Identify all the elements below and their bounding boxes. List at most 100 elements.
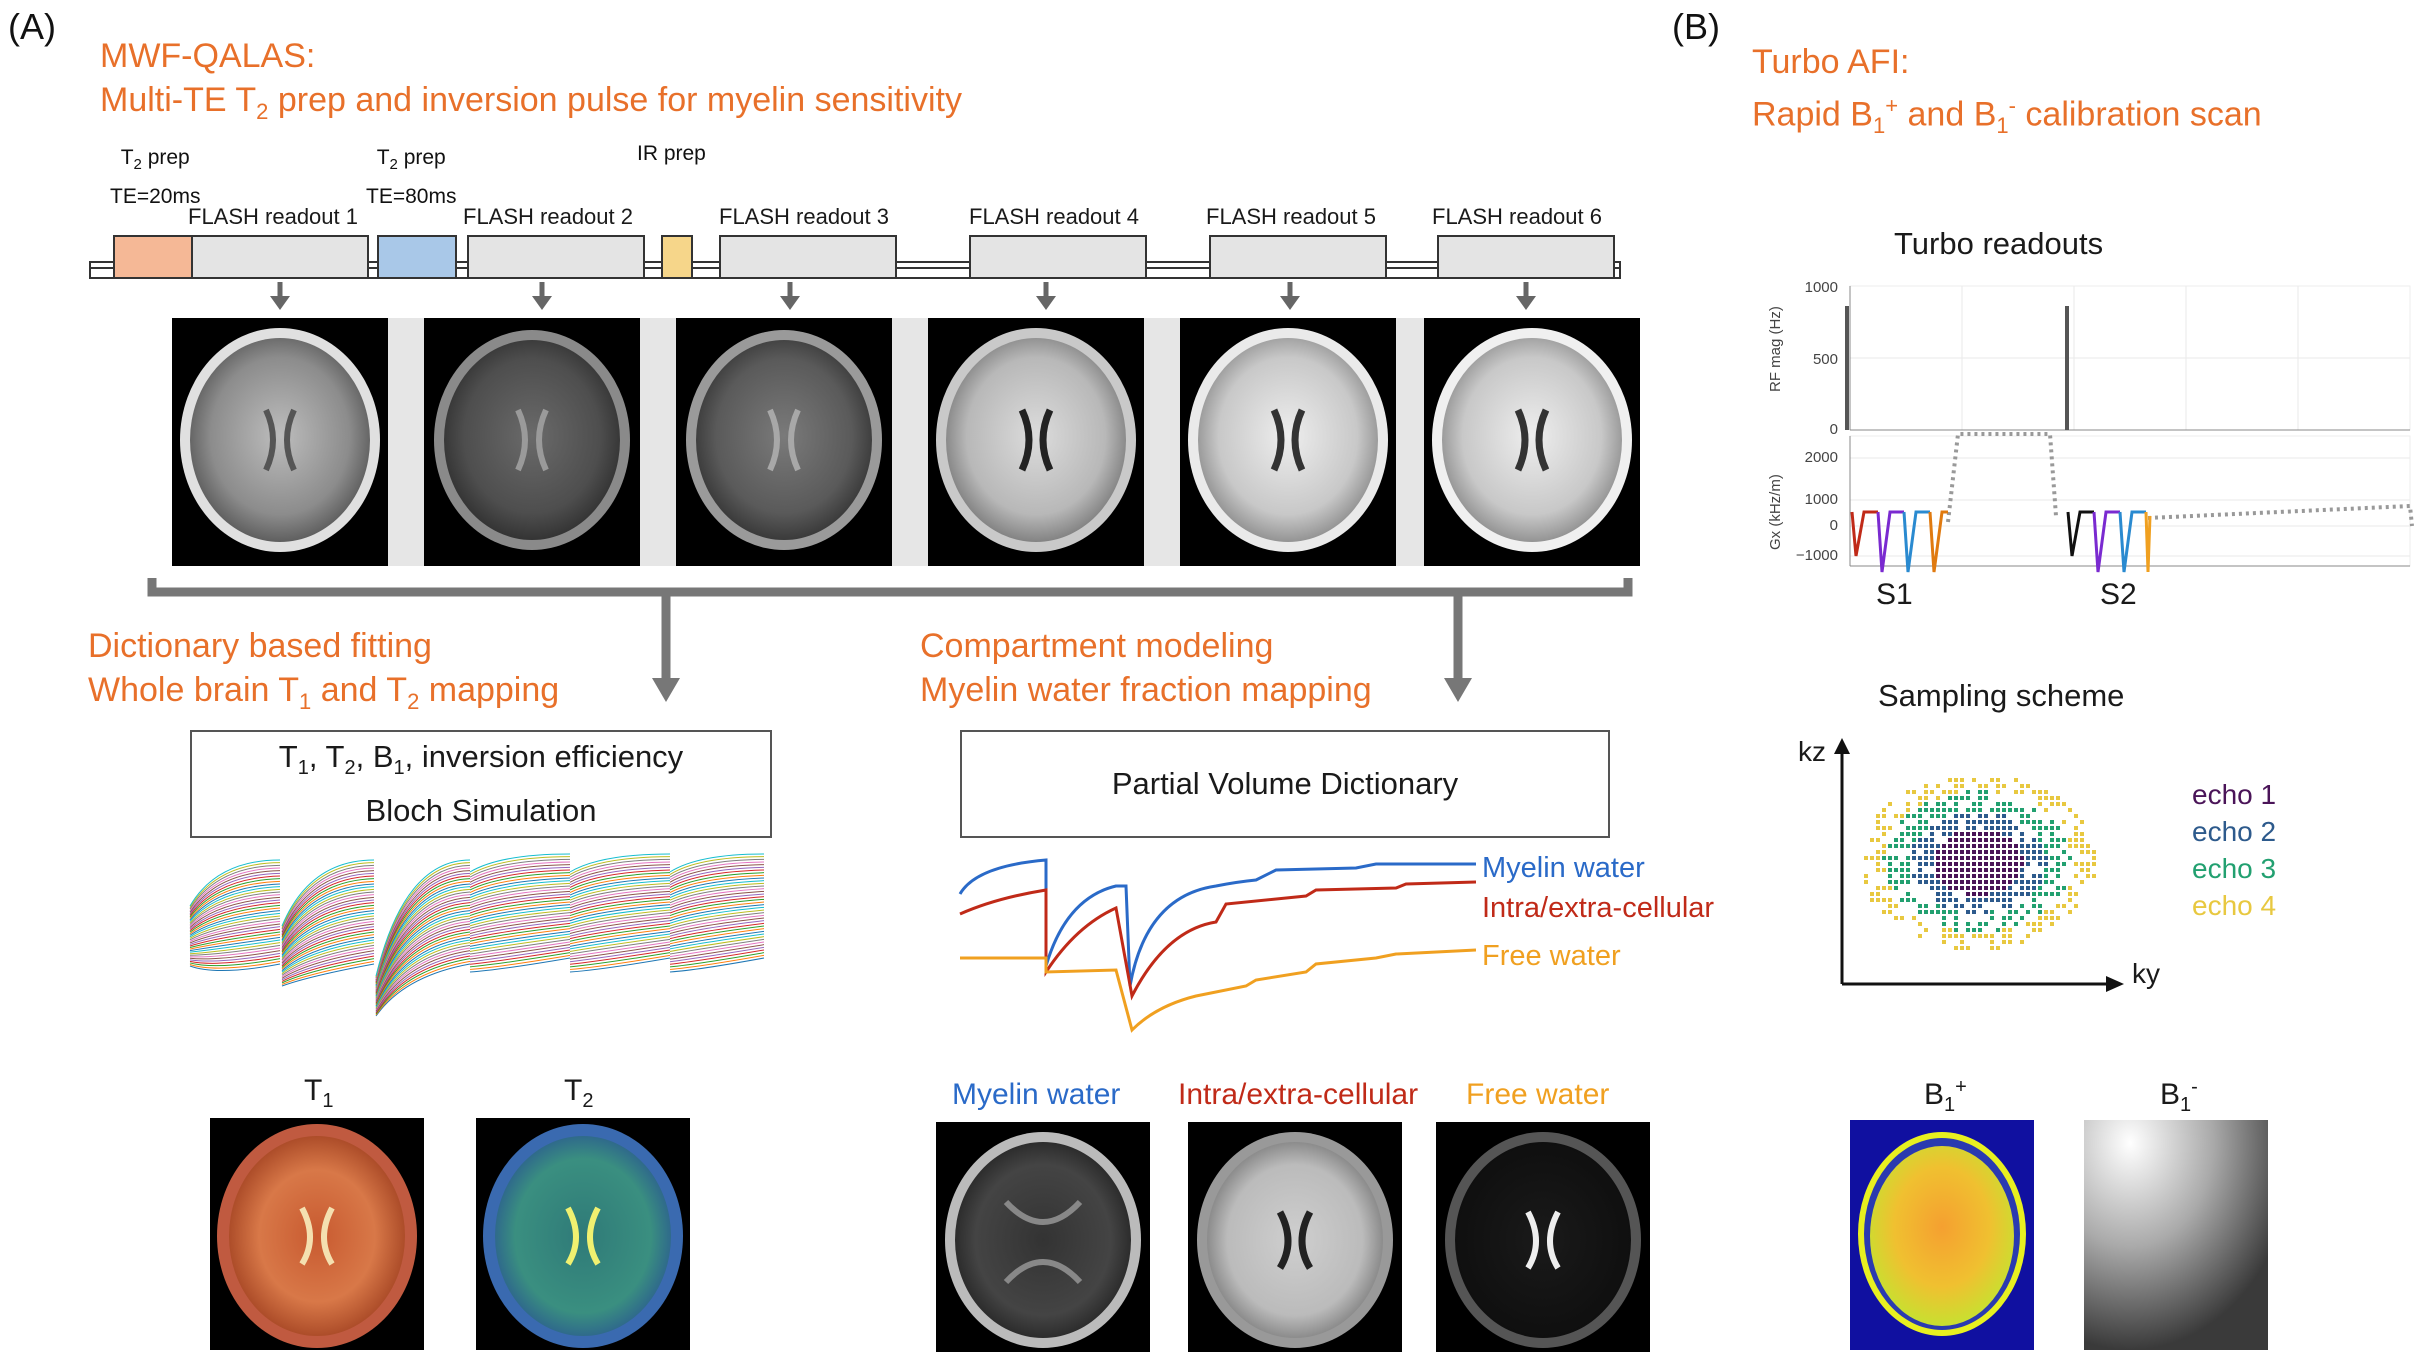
sample-dot (1942, 844, 1946, 848)
sample-dot (2002, 784, 2006, 788)
sample-dot (2002, 826, 2006, 830)
sample-dot (1906, 874, 1910, 878)
sample-dot (2008, 826, 2012, 830)
sample-dot (2032, 922, 2036, 926)
sample-dot (1882, 826, 1886, 830)
sample-dot (1900, 838, 1904, 842)
sample-dot (1882, 910, 1886, 914)
sample-dot (2086, 874, 2090, 878)
sample-dot (1948, 796, 1952, 800)
sample-dot (1888, 862, 1892, 866)
sample-dot (1936, 910, 1940, 914)
sample-dot (1972, 928, 1976, 932)
sample-dot (2050, 892, 2054, 896)
readout-label-1: FLASH readout 1 (188, 204, 358, 229)
sample-dot (1882, 850, 1886, 854)
sample-dot (1996, 856, 2000, 860)
bloch-curve (189, 896, 765, 993)
sample-dot (1906, 814, 1910, 818)
sample-dot (2074, 838, 2078, 842)
sample-dot (2002, 856, 2006, 860)
sample-dot (1906, 898, 1910, 902)
sample-dot (1906, 868, 1910, 872)
sample-dot (1972, 808, 1976, 812)
bloch-curve (189, 909, 765, 998)
sample-dot (1954, 862, 1958, 866)
sample-dot (1924, 850, 1928, 854)
sample-dot (1876, 850, 1880, 854)
sample-dot (1930, 838, 1934, 842)
panel-a-title: MWF-QALAS: Multi-TE T2 prep and inversio… (100, 34, 962, 134)
sampling-scheme-title: Sampling scheme (1878, 678, 2125, 713)
sample-dot (2038, 880, 2042, 884)
t2-map-image (476, 1118, 690, 1350)
sample-dot (1954, 844, 1958, 848)
sample-dot (2008, 868, 2012, 872)
sample-dot (2020, 844, 2024, 848)
sample-dot (1996, 808, 2000, 812)
sample-dot (2032, 850, 2036, 854)
sample-dot (1960, 946, 1964, 950)
sample-dot (2080, 838, 2084, 842)
sample-dot (1978, 820, 1982, 824)
brain-image-6 (1424, 318, 1640, 566)
sample-dot (2008, 892, 2012, 896)
sample-dot (1948, 880, 1952, 884)
b1-maps (1850, 1120, 2268, 1350)
readout-label-2: FLASH readout 2 (463, 204, 633, 229)
sample-dot (1888, 826, 1892, 830)
sample-dot (1948, 826, 1952, 830)
sample-dot (2008, 910, 2012, 914)
sample-dot (1978, 844, 1982, 848)
legend-free: Free water (1482, 940, 1621, 972)
sample-dot (2044, 808, 2048, 812)
sample-dot (1936, 844, 1940, 848)
sample-dot (1918, 820, 1922, 824)
bloch-curve (189, 880, 765, 987)
sample-dot (2056, 916, 2060, 920)
sample-dot (1996, 886, 2000, 890)
sample-dot (2038, 862, 2042, 866)
svg-text:1000: 1000 (1805, 491, 1838, 508)
sample-dot (1924, 874, 1928, 878)
myelin-curve (958, 858, 1476, 987)
sample-dot (1990, 880, 1994, 884)
sample-dot (1984, 820, 1988, 824)
sample-dot (1912, 850, 1916, 854)
sample-dot (2038, 904, 2042, 908)
bloch-curve (189, 904, 765, 996)
sample-dot (1990, 820, 1994, 824)
sample-dot (1912, 856, 1916, 860)
bloch-curve (189, 898, 765, 994)
sample-dot (1948, 790, 1952, 794)
sample-dot (2062, 820, 2066, 824)
bloch-simulation-box: T1, T2, B1, inversion efficiency Bloch S… (190, 730, 772, 838)
sample-dot (1918, 856, 1922, 860)
sample-dot (2020, 874, 2024, 878)
sample-dot (1888, 844, 1892, 848)
t2prep-20-label: T2 prep TE=20ms (110, 146, 201, 209)
sample-dot (2050, 910, 2054, 914)
sample-dot (2068, 892, 2072, 896)
sample-dot (2038, 910, 2042, 914)
sample-dot (1894, 814, 1898, 818)
sample-dot (1942, 802, 1946, 806)
sample-dot (2032, 808, 2036, 812)
free-map-title: Free water (1466, 1078, 1610, 1111)
sample-dot (1918, 874, 1922, 878)
sample-dot (1918, 904, 1922, 908)
sample-dot (2020, 916, 2024, 920)
sample-dot (2050, 922, 2054, 926)
sample-dot (2008, 838, 2012, 842)
sample-dot (1942, 886, 1946, 890)
sample-dot (1966, 886, 1970, 890)
sample-dot (2044, 910, 2048, 914)
sample-dot (2026, 880, 2030, 884)
sample-dot (2092, 856, 2096, 860)
sample-dot (1954, 826, 1958, 830)
sample-dot (1924, 796, 1928, 800)
sample-dot (2074, 874, 2078, 878)
sample-dot (1972, 778, 1976, 782)
bloch-curve (189, 856, 765, 978)
t2prep-80-label: T2 prep TE=80ms (366, 146, 457, 209)
